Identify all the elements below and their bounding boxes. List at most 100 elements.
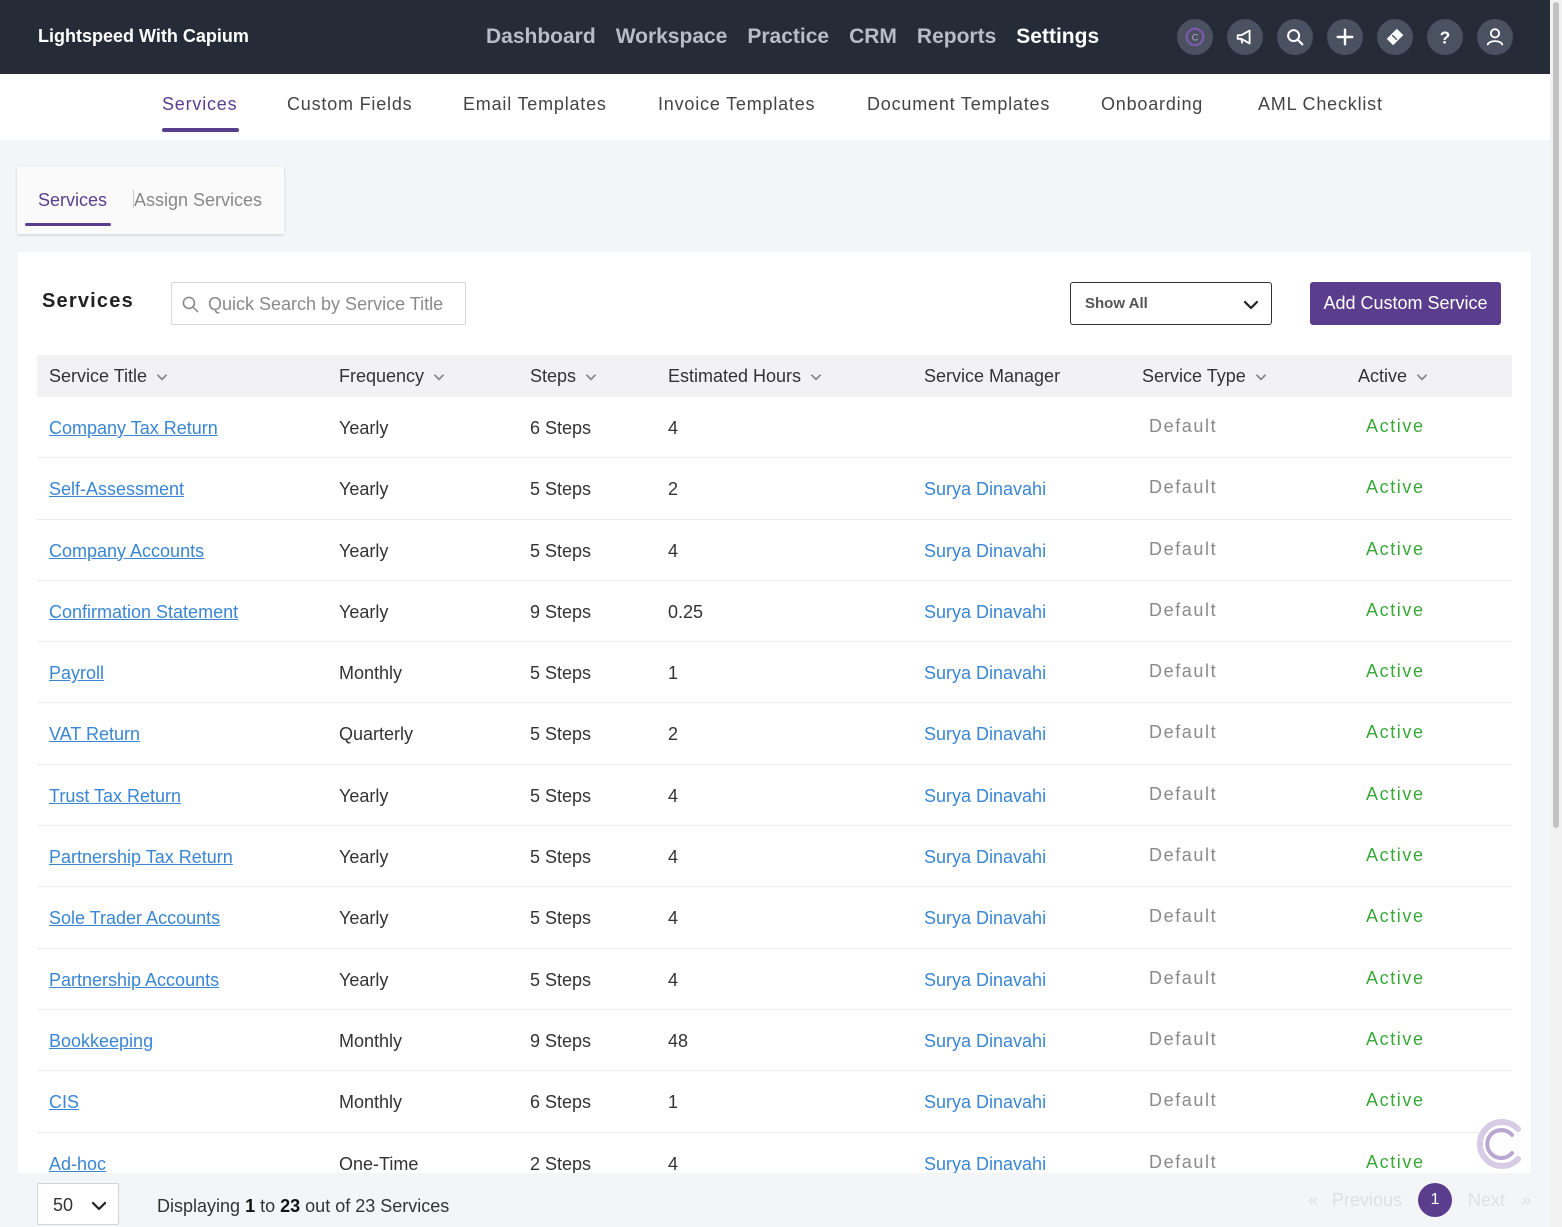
next-page-link[interactable]: Next [1468,1189,1506,1210]
frequency-cell: Yearly [339,540,389,561]
help-icon[interactable]: ? [1427,19,1463,55]
search-icon[interactable] [1277,19,1313,55]
brand-name[interactable]: Lightspeed With Capium [38,26,249,46]
table-row: Sole Trader Accounts Yearly 5 Steps 4 Surya … [37,887,1512,949]
service-type-cell: Default [1149,967,1218,988]
page-1-button[interactable]: 1 [1418,1183,1453,1217]
first-page-icon[interactable]: « [1308,1189,1319,1210]
service-title-link[interactable]: Confirmation Statement [49,601,239,622]
service-manager-link[interactable]: Surya Dinavahi [924,1153,1047,1173]
frequency-cell: Monthly [339,1092,403,1113]
service-manager-link[interactable]: Surya Dinavahi [924,847,1047,868]
service-type-cell: Default [1149,599,1218,620]
service-manager-link[interactable]: Surya Dinavahi [924,1092,1047,1113]
service-title-link[interactable]: Partnership Tax Return [49,847,233,868]
col-steps[interactable]: Steps [530,366,598,387]
frequency-cell: Yearly [339,908,389,929]
service-manager-link[interactable]: Surya Dinavahi [924,663,1047,684]
service-type-cell: Default [1149,661,1218,682]
nav-workspace[interactable]: Workspace [615,25,728,48]
table-header: Service Title Frequency Steps Estimated … [37,355,1512,397]
tab-onboarding[interactable]: Onboarding [1101,94,1204,114]
show-filter-select[interactable]: Show All [1070,282,1272,325]
col-estimated-hours[interactable]: Estimated Hours [668,366,823,387]
previous-page-link[interactable]: Previous [1332,1189,1403,1210]
table-row: CIS Monthly 6 Steps 1 Surya Dinavahi Default A… [37,1071,1512,1133]
search-input[interactable] [208,291,458,317]
estimated-hours-cell: 4 [668,969,679,990]
nav-settings[interactable]: Settings [1016,25,1100,48]
nav-dashboard[interactable]: Dashboard [486,25,596,48]
user-icon[interactable] [1477,19,1513,55]
steps-cell: 6 Steps [530,1092,592,1113]
col-service-type[interactable]: Service Type [1142,366,1268,387]
estimated-hours-cell: 4 [668,847,679,868]
capium-floating-logo-icon[interactable] [1470,1115,1528,1173]
frequency-cell: Yearly [339,479,389,500]
ticket-icon[interactable] [1377,19,1413,55]
estimated-hours-cell: 0.25 [668,601,704,622]
col-service-title[interactable]: Service Title [49,366,169,387]
frequency-cell: Yearly [339,969,389,990]
search-icon [182,296,199,313]
service-type-cell: Default [1149,906,1218,927]
services-table-body: Company Tax Return Yearly 6 Steps 4 Default A… [37,397,1512,1173]
subtab-divider [133,190,134,208]
service-title-link[interactable]: Partnership Accounts [49,969,220,990]
last-page-icon[interactable]: » [1521,1189,1532,1210]
scrollbar-thumb[interactable] [1553,2,1559,828]
col-frequency[interactable]: Frequency [339,366,446,387]
tab-aml-checklist[interactable]: AML Checklist [1258,94,1383,114]
service-title-link[interactable]: Ad-hoc [49,1153,107,1173]
estimated-hours-cell: 4 [668,785,679,806]
nav-practice[interactable]: Practice [747,25,830,48]
service-manager-link[interactable]: Surya Dinavahi [924,479,1047,500]
tab-invoice-templates[interactable]: Invoice Templates [658,94,816,114]
active-status-cell: Active [1366,416,1425,436]
service-title-link[interactable]: Trust Tax Return [49,785,182,806]
service-title-link[interactable]: VAT Return [49,724,141,745]
tab-document-templates[interactable]: Document Templates [867,94,1051,114]
nav-crm[interactable]: CRM [849,25,897,48]
search-box [171,282,466,325]
service-manager-link[interactable]: Surya Dinavahi [924,1030,1047,1051]
estimated-hours-cell: 1 [668,1092,679,1113]
nav-reports[interactable]: Reports [916,25,997,48]
steps-cell: 5 Steps [530,479,592,500]
service-manager-link[interactable]: Surya Dinavahi [924,969,1047,990]
service-title-link[interactable]: Company Tax Return [49,418,218,438]
service-title-link[interactable]: Sole Trader Accounts [49,908,221,929]
page-scrollbar[interactable] [1550,0,1562,1227]
col-active[interactable]: Active [1358,366,1429,387]
service-type-cell: Default [1149,477,1218,498]
service-type-cell: Default [1149,722,1218,743]
toolbar-icons: C ? [1177,19,1513,55]
active-status-cell: Active [1366,967,1425,988]
add-custom-service-button[interactable]: Add Custom Service [1310,282,1501,325]
service-type-cell: Default [1149,1028,1218,1049]
service-manager-link[interactable]: Surya Dinavahi [924,601,1047,622]
frequency-cell: Yearly [339,418,389,438]
tab-custom-fields[interactable]: Custom Fields [287,94,413,114]
steps-cell: 9 Steps [530,1030,592,1051]
service-manager-link[interactable]: Surya Dinavahi [924,908,1047,929]
service-manager-link[interactable]: Surya Dinavahi [924,540,1047,561]
service-title-link[interactable]: Company Accounts [49,540,205,561]
subtab-services[interactable]: Services [38,190,108,210]
frequency-cell: Monthly [339,663,403,684]
active-status-cell: Active [1366,538,1425,559]
plus-icon[interactable] [1327,19,1363,55]
tab-email-templates[interactable]: Email Templates [463,94,607,114]
service-manager-link[interactable]: Surya Dinavahi [924,785,1047,806]
service-title-link[interactable]: Bookkeeping [49,1030,154,1051]
service-title-link[interactable]: CIS [49,1092,80,1113]
subtab-assign-services[interactable]: Assign Services [134,190,263,210]
sort-chevron-icon [586,373,596,381]
service-title-link[interactable]: Self-Assessment [49,479,185,500]
service-manager-link[interactable]: Surya Dinavahi [924,724,1047,745]
tab-services[interactable]: Services [162,94,238,114]
megaphone-icon[interactable] [1227,19,1263,55]
service-title-link[interactable]: Payroll [49,663,105,684]
page-size-select[interactable]: 50 [37,1183,119,1225]
capium-logo-icon[interactable]: C [1177,19,1213,55]
